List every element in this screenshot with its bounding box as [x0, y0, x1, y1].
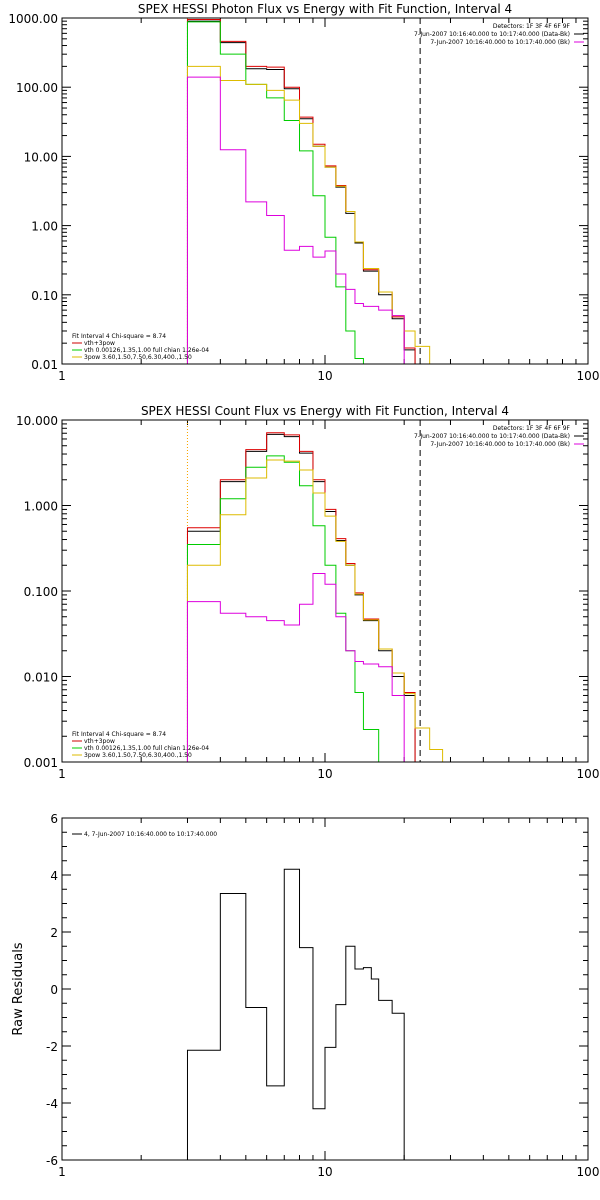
series-line-3 — [186, 21, 364, 364]
plot-frame — [61, 17, 589, 365]
legend-line: vth 0.00126,1.35,1.00 full chian 1.26e-0… — [84, 745, 209, 752]
y-tick-label: 2 — [50, 926, 58, 940]
reference-lines — [186, 420, 421, 762]
series-group — [186, 432, 444, 762]
x-tick-label: 1 — [58, 369, 66, 383]
chart-2: SPEX HESSI Count Flux vs Energy with Fit… — [16, 404, 599, 781]
legend-line: vth 0.00126,1.35,1.00 full chian 1.26e-0… — [84, 347, 209, 354]
info-line: 7-Jun-2007 10:16:40.000 to 10:17:40.000 … — [414, 31, 570, 38]
y-tick-label: 0.10 — [31, 289, 58, 303]
x-tick-label: 10 — [317, 369, 332, 383]
chart-1: SPEX HESSI Photon Flux vs Energy with Fi… — [8, 2, 599, 383]
legend-line: 4, 7-Jun-2007 10:16:40.000 to 10:17:40.0… — [84, 831, 217, 838]
y-tick-label: 1000.00 — [8, 12, 58, 26]
x-tick-label: 1 — [58, 1165, 66, 1179]
info-line: Detectors: 1F 3F 4F 6F 9F — [493, 23, 571, 30]
y-tick-label: -4 — [46, 1097, 58, 1111]
plot-frame — [61, 419, 589, 763]
y-tick-label: -6 — [46, 1154, 58, 1168]
y-tick-label: 10.00 — [24, 150, 58, 164]
info-line: 7-Jun-2007 10:16:40.000 to 10:17:40.000 … — [430, 39, 570, 46]
series-line-3 — [186, 455, 393, 762]
legend-line: Fit Interval 4 Chi-square = 8.74 — [72, 731, 166, 738]
series-group — [186, 19, 443, 364]
y-tick-label: 1.000 — [24, 500, 58, 514]
y-tick-label: 1.00 — [31, 220, 58, 234]
series-line-5 — [186, 76, 405, 364]
series-line-4 — [186, 459, 444, 762]
x-tick-label: 100 — [577, 1165, 600, 1179]
y-tick-label: 0.100 — [24, 585, 58, 599]
info-line: 7-Jun-2007 10:16:40.000 to 10:17:40.000 … — [414, 433, 570, 440]
series-group — [186, 868, 405, 1160]
series-line-1 — [186, 433, 416, 762]
y-tick-label: 6 — [50, 812, 58, 826]
chart-title: SPEX HESSI Count Flux vs Energy with Fit… — [141, 404, 509, 418]
x-tick-label: 10 — [317, 1165, 332, 1179]
plot-frame — [61, 817, 589, 1161]
legend-line: vth+3pow — [84, 340, 115, 347]
info-line: Detectors: 1F 3F 4F 6F 9F — [493, 425, 571, 432]
reference-lines — [186, 18, 421, 364]
series-line-2 — [186, 19, 416, 364]
legend-line: 3pow 3.60,1.50,7.50,6.30,400.,1.50 — [84, 752, 192, 759]
series-line-1 — [186, 868, 405, 1160]
chart-3: Raw Residuals 1 10 100 -6 -4 -2 0 2 4 6 4, 7-Jun-20… — [11, 812, 599, 1179]
y-tick-label: 0.001 — [24, 756, 58, 770]
x-tick-label: 10 — [317, 767, 332, 781]
y-tick-label: 10.000 — [16, 414, 58, 428]
legend-line: 3pow 3.60,1.50,7.50,6.30,400.,1.50 — [84, 354, 192, 361]
legend-line: Fit Interval 4 Chi-square = 8.74 — [72, 333, 166, 340]
chart-title: SPEX HESSI Photon Flux vs Energy with Fi… — [138, 2, 512, 16]
series-line-5 — [186, 573, 405, 762]
y-tick-label: 0.010 — [24, 671, 58, 685]
y-tick-label: 100.00 — [16, 81, 58, 95]
y-axis-label: Raw Residuals — [11, 942, 26, 1035]
y-tick-label: 4 — [50, 869, 58, 883]
series-line-1 — [186, 20, 416, 364]
info-line: 7-Jun-2007 10:16:40.000 to 10:17:40.000 … — [430, 441, 570, 448]
y-tick-label: -2 — [46, 1040, 58, 1054]
x-tick-label: 1 — [58, 767, 66, 781]
x-tick-label: 100 — [577, 767, 600, 781]
x-tick-label: 100 — [577, 369, 600, 383]
y-tick-label: 0.01 — [31, 358, 58, 372]
y-tick-label: 0 — [50, 983, 58, 997]
legend-line: vth+3pow — [84, 738, 115, 745]
